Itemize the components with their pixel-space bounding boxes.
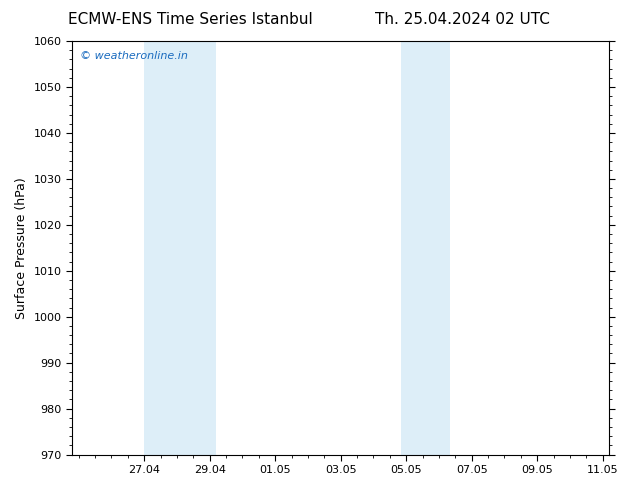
Y-axis label: Surface Pressure (hPa): Surface Pressure (hPa)	[15, 177, 28, 318]
Text: ECMW-ENS Time Series Istanbul: ECMW-ENS Time Series Istanbul	[68, 12, 313, 27]
Text: © weatheronline.in: © weatheronline.in	[80, 51, 188, 61]
Text: Th. 25.04.2024 02 UTC: Th. 25.04.2024 02 UTC	[375, 12, 550, 27]
Bar	[401, 41, 422, 455]
Bar	[422, 41, 450, 455]
Bar	[177, 41, 216, 455]
Bar	[144, 41, 177, 455]
